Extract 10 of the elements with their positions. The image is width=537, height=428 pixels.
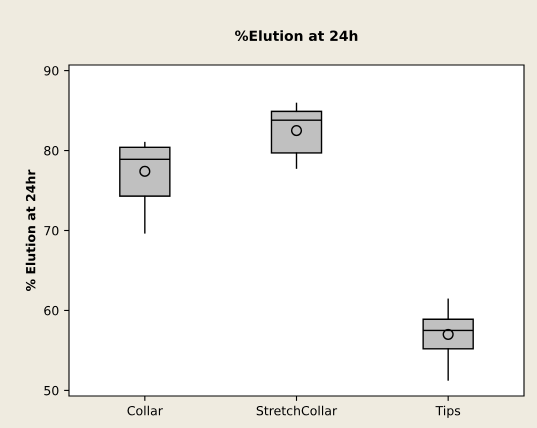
x-tick-label: Tips xyxy=(436,406,460,418)
x-tick-label: Collar xyxy=(127,406,163,416)
x-tick-label: StretchCollar xyxy=(256,406,338,416)
chart-title: %Elution at 24h xyxy=(235,30,358,42)
y-axis-title: % Elution at 24hr xyxy=(26,170,36,292)
y-tick-label: 90 xyxy=(44,66,58,76)
y-tick-label: 80 xyxy=(44,146,58,156)
y-tick-label: 60 xyxy=(44,306,58,316)
y-tick-label: 70 xyxy=(44,226,58,236)
y-tick-label: 50 xyxy=(44,386,58,396)
